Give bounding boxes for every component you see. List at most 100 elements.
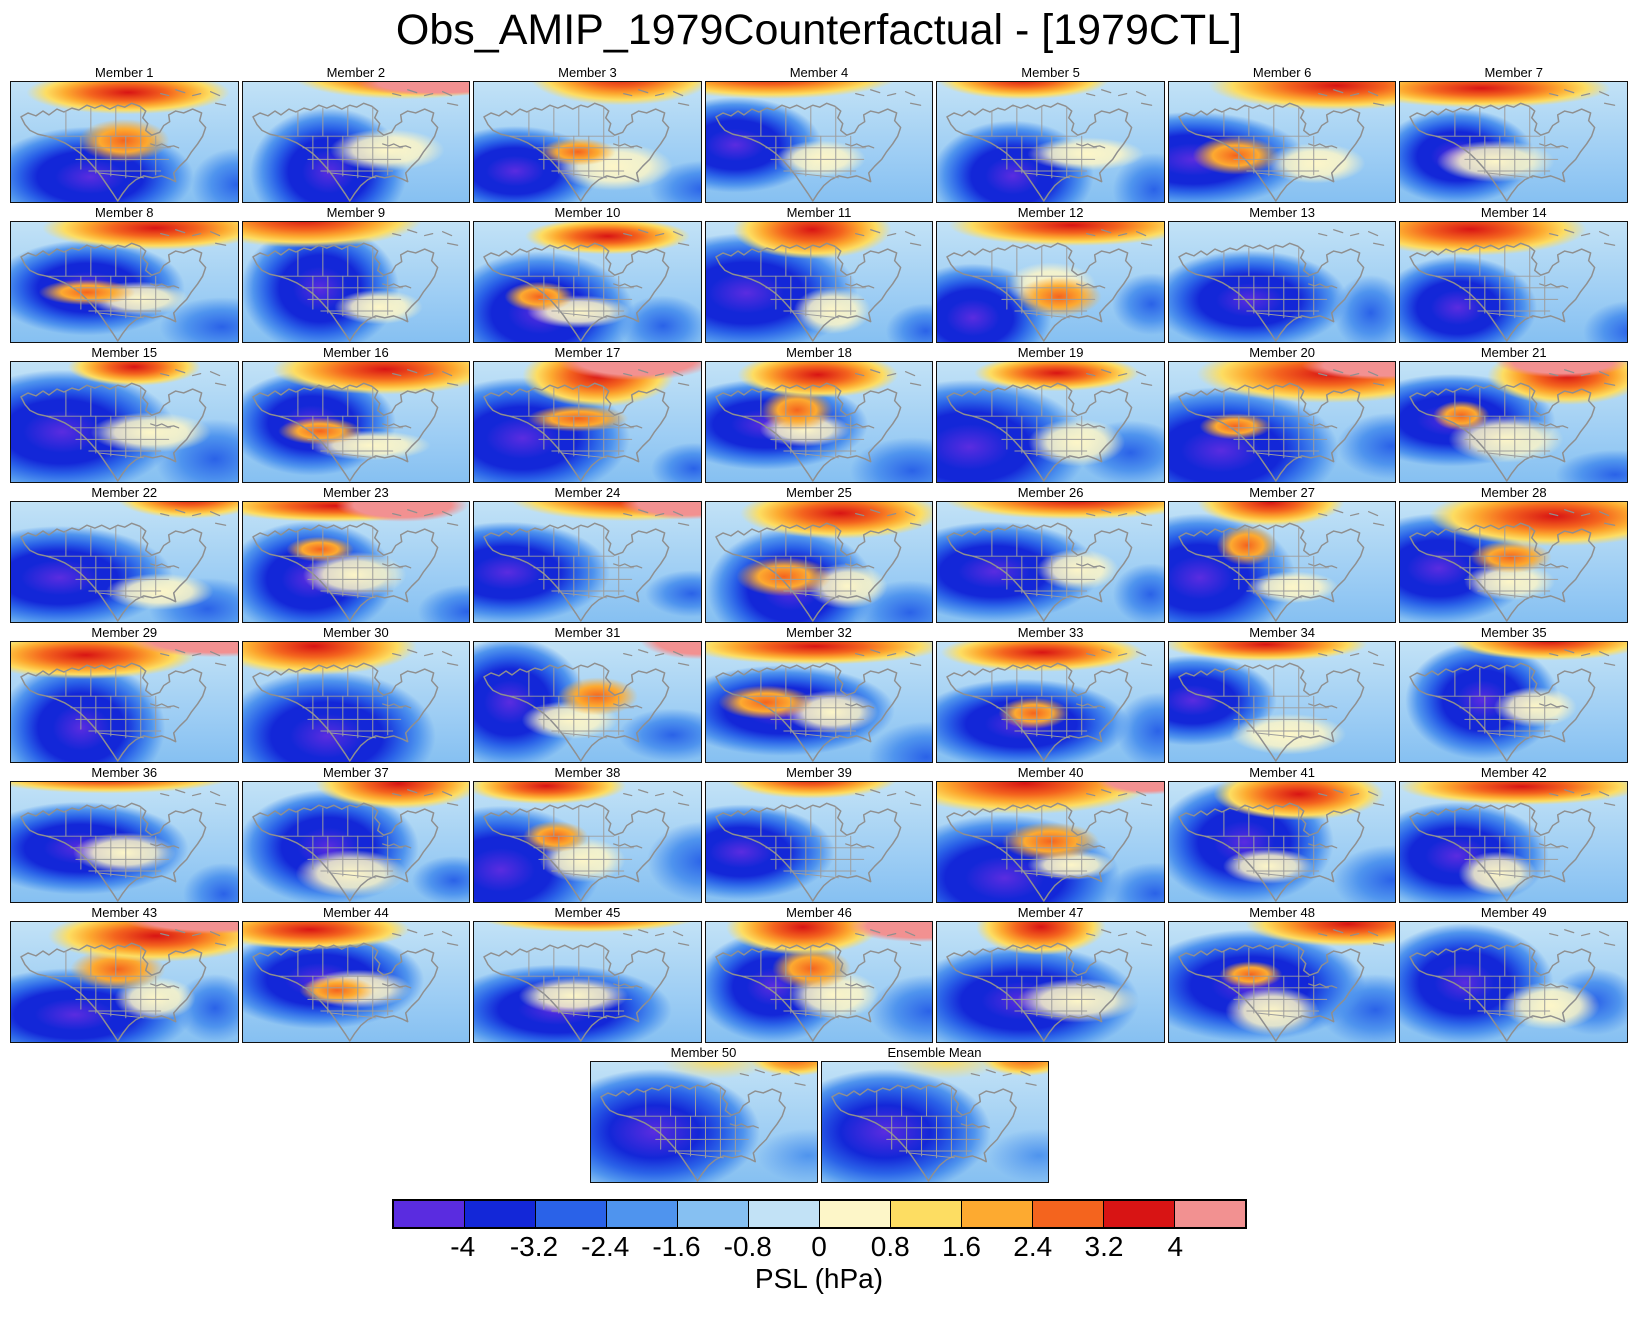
coastline-overlay: [714, 788, 922, 902]
coastline-overlay: [946, 508, 1153, 622]
coastline-overlay: [20, 508, 227, 622]
panel-member-40: Member 40: [936, 765, 1165, 903]
panel-title-member-9: Member 9: [326, 205, 386, 220]
map-member-45: [473, 921, 702, 1043]
map-member-19: [936, 361, 1165, 483]
panel-title-member-19: Member 19: [1017, 345, 1084, 360]
panel-title-member-1: Member 1: [95, 65, 154, 80]
panel-member-28: Member 28: [1399, 485, 1628, 623]
coastline-overlay: [714, 368, 922, 482]
panel-title-member-46: Member 46: [786, 905, 852, 920]
panel-member-39: Member 39: [704, 765, 934, 903]
panel-member-41: Member 41: [1167, 765, 1397, 903]
coastline-overlay: [251, 648, 458, 762]
colorbar-axis-label: PSL (hPa): [754, 1263, 884, 1294]
panel-member-19: Member 19: [936, 345, 1165, 483]
coastline-overlay: [714, 88, 922, 202]
panel-member-30: Member 30: [241, 625, 471, 763]
panel-title-member-42: Member 42: [1480, 765, 1547, 780]
panel-title-member-28: Member 28: [1480, 485, 1547, 500]
map-member-33: [936, 641, 1165, 763]
panel-title-member-36: Member 36: [91, 765, 158, 780]
coastline-overlay: [714, 228, 922, 342]
panel-title-member-37: Member 37: [322, 765, 389, 780]
panel-title-member-6: Member 6: [1252, 65, 1312, 80]
panel-title-member-45: Member 45: [554, 905, 621, 920]
coastline-overlay: [483, 368, 690, 482]
colorbar-tick-1.6: 1.6: [942, 1231, 981, 1262]
panel-title-member-30: Member 30: [322, 625, 389, 640]
colorbar-tick--1.6: -1.6: [652, 1231, 701, 1262]
panel-member-48: Member 48: [1167, 905, 1397, 1043]
panel-title-member-48: Member 48: [1249, 905, 1315, 920]
panel-member-5: Member 5: [936, 65, 1165, 203]
coastline-overlay: [251, 508, 458, 622]
coastline-overlay: [20, 368, 227, 482]
panel-title-member-49: Member 49: [1480, 905, 1547, 920]
panel-title-member-23: Member 23: [322, 485, 389, 500]
colorbar-tick-4: 4: [1167, 1231, 1184, 1262]
colorbar-tick-2.4: 2.4: [1013, 1231, 1053, 1262]
colorbar-tick-0.8: 0.8: [870, 1231, 910, 1262]
colorbar-tick--2.4: -2.4: [581, 1231, 630, 1262]
coastline-overlay: [1409, 648, 1616, 762]
panel-title-member-24: Member 24: [554, 485, 621, 500]
map-member-24: [473, 501, 702, 623]
coastline-overlay: [483, 928, 690, 1042]
map-member-7: [1399, 81, 1628, 203]
coastline-overlay: [946, 228, 1153, 342]
panel-member-26: Member 26: [936, 485, 1165, 623]
map-member-50: [589, 1061, 818, 1183]
colorbar-tick-labels: -4 -3.2 -2.4 -1.6 -0.8 0 0.8 1.6 2.4 3.2 4: [392, 1229, 1247, 1265]
map-member-46: [704, 921, 934, 1043]
panel-title-member-16: Member 16: [322, 345, 389, 360]
panel-title-member-7: Member 7: [1484, 65, 1543, 80]
coastline-overlay: [1178, 508, 1385, 622]
panel-member-12: Member 12: [936, 205, 1165, 343]
map-member-2: [241, 81, 471, 203]
coastline-overlay: [946, 368, 1153, 482]
coastline-overlay: [20, 228, 227, 342]
map-member-29: [10, 641, 239, 763]
coastline-overlay: [599, 1068, 806, 1182]
figure-title: Obs_AMIP_1979Counterfactual - [1979CTL]: [395, 6, 1243, 54]
panel-member-13: Member 13: [1167, 205, 1397, 343]
map-member-1: [10, 81, 239, 203]
coastline-overlay: [483, 788, 690, 902]
coastline-overlay: [483, 508, 690, 622]
colorbar-segment-7: [889, 1201, 961, 1227]
map-member-20: [1167, 361, 1397, 483]
panel-title-member-35: Member 35: [1480, 625, 1547, 640]
panel-member-6: Member 6: [1167, 65, 1397, 203]
panel-member-8: Member 8: [10, 205, 239, 343]
figure-body: Member 1 Member 2 Member 3 Member 4 Member 5…: [0, 65, 1638, 1295]
map-member-25: [704, 501, 934, 623]
coastline-overlay: [20, 928, 227, 1042]
panel-title-member-50: Member 50: [670, 1045, 737, 1060]
panel-title-member-12: Member 12: [1017, 205, 1084, 220]
colorbar: -4 -3.2 -2.4 -1.6 -0.8 0 0.8 1.6 2.4 3.2 4 PSL (hP…: [391, 1199, 1247, 1295]
panel-member-1: Member 1: [10, 65, 239, 203]
panel-member-36: Member 36: [10, 765, 239, 903]
panel-member-20: Member 20: [1167, 345, 1397, 483]
panel-member-46: Member 46: [704, 905, 934, 1043]
panel-member-32: Member 32: [704, 625, 934, 763]
coastline-overlay: [946, 928, 1153, 1042]
coastline-overlay: [20, 648, 227, 762]
coastline-overlay: [714, 928, 922, 1042]
panel-member-35: Member 35: [1399, 625, 1628, 763]
map-member-23: [241, 501, 471, 623]
map-member-44: [241, 921, 471, 1043]
panel-member-25: Member 25: [704, 485, 934, 623]
map-member-9: [241, 221, 471, 343]
panel-title-member-47: Member 47: [1017, 905, 1084, 920]
map-member-28: [1399, 501, 1628, 623]
panel-member-14: Member 14: [1399, 205, 1628, 343]
panel-title-member-29: Member 29: [91, 625, 158, 640]
panel-title-member-17: Member 17: [554, 345, 621, 360]
map-member-43: [10, 921, 239, 1043]
map-member-22: [10, 501, 239, 623]
panel-member-43: Member 43: [10, 905, 239, 1043]
panel-title-ensemble-mean: Ensemble Mean: [887, 1045, 982, 1060]
coastline-overlay: [946, 88, 1153, 202]
